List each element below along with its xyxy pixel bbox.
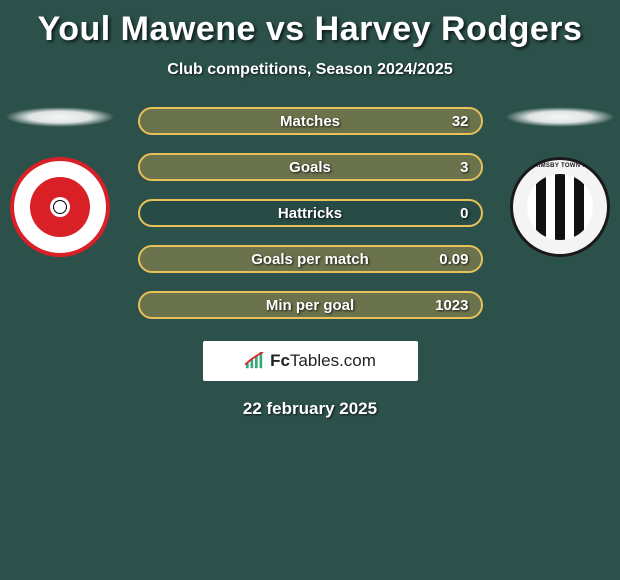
page-subtitle: Club competitions, Season 2024/2025 xyxy=(0,61,620,79)
stat-label: Matches xyxy=(140,113,481,130)
footer-date: 22 february 2025 xyxy=(0,399,620,419)
brand-text: FcTables.com xyxy=(270,351,376,371)
brand-suffix: Tables.com xyxy=(290,351,376,370)
club-badge-right: GRIMSBY TOWN FC xyxy=(510,157,610,257)
stat-bar-goals-per-match: Goals per match 0.09 xyxy=(138,245,483,273)
stripes-icon xyxy=(527,174,593,240)
stat-bar-hattricks: Hattricks 0 xyxy=(138,199,483,227)
stat-label: Goals xyxy=(140,159,481,176)
brand-prefix: Fc xyxy=(270,351,290,370)
stat-value: 0 xyxy=(460,205,468,222)
stat-label: Min per goal xyxy=(140,297,481,314)
stat-value: 0.09 xyxy=(439,251,468,268)
player-shadow-right xyxy=(505,107,615,127)
stats-list: Matches 32 Goals 3 Hattricks 0 Goals per… xyxy=(138,107,483,319)
stat-value: 32 xyxy=(452,113,469,130)
page-title: Youl Mawene vs Harvey Rodgers xyxy=(0,0,620,49)
club-badge-right-text: GRIMSBY TOWN FC xyxy=(513,163,607,169)
club-badge-left xyxy=(10,157,110,257)
stat-bar-matches: Matches 32 xyxy=(138,107,483,135)
player-left-column xyxy=(0,107,120,257)
brand-logo[interactable]: FcTables.com xyxy=(203,341,418,381)
stat-bar-goals: Goals 3 xyxy=(138,153,483,181)
bar-chart-icon xyxy=(244,352,266,370)
stat-value: 3 xyxy=(460,159,468,176)
ball-icon xyxy=(50,197,70,217)
stat-value: 1023 xyxy=(435,297,468,314)
comparison-row: GRIMSBY TOWN FC Matches 32 Goals 3 Hattr… xyxy=(0,107,620,319)
player-shadow-left xyxy=(5,107,115,127)
stat-label: Goals per match xyxy=(140,251,481,268)
stat-label: Hattricks xyxy=(140,205,481,222)
player-right-column: GRIMSBY TOWN FC xyxy=(500,107,620,257)
stat-bar-min-per-goal: Min per goal 1023 xyxy=(138,291,483,319)
club-badge-left-inner xyxy=(30,177,90,237)
